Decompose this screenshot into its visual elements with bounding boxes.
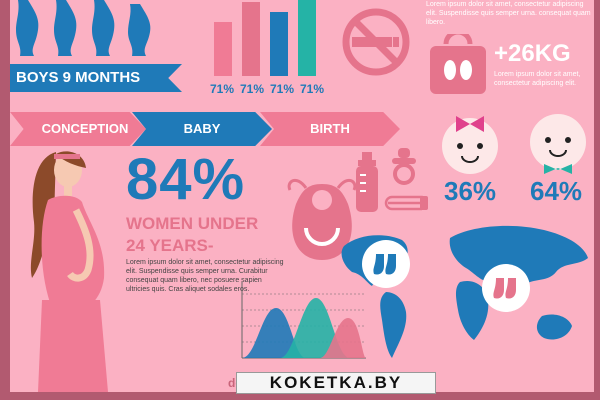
weight-text: Lorem ipsum dolor sit amet, consectetur … <box>494 71 581 87</box>
big-stat-text: Lorem ipsum dolor sit amet, consectetur … <box>126 259 284 293</box>
pregnant-woman-illustration <box>30 151 108 392</box>
baby-bottle-icon <box>356 152 378 212</box>
bar-2 <box>242 2 260 76</box>
bar-1 <box>214 22 232 76</box>
weight-bag-icon <box>430 34 486 94</box>
baby-bib-icon <box>287 178 357 260</box>
distribution-curves-graphic <box>241 282 366 359</box>
ribbon-title: BOYS 9 MONTHS <box>10 64 182 92</box>
no-smoking-icon <box>342 8 410 76</box>
weight-value: +26KG <box>494 40 571 67</box>
top-right-text: Lorem ipsum dolor sit amet, consectetur … <box>426 1 591 26</box>
world-map <box>341 225 588 358</box>
big-stat-value: 84% <box>126 147 246 212</box>
bar-label-4: 71% <box>300 82 325 96</box>
infographic-board: BOYS 9 MONTHS 71% 71% 71% 71% Lorem ipsu… <box>10 0 594 392</box>
safety-pin-icon <box>384 195 428 211</box>
stage-baby: BABY <box>132 112 272 146</box>
pink-socks-icon <box>493 278 516 299</box>
boy-percentage: 64% <box>530 176 583 206</box>
bar-3 <box>270 12 288 76</box>
girl-baby-icon <box>442 116 498 174</box>
boy-baby-icon <box>530 114 586 174</box>
bar-label-2: 71% <box>240 82 265 96</box>
bar-label-1: 71% <box>210 82 235 96</box>
girl-percentage: 36% <box>444 176 497 206</box>
bar-4 <box>298 0 316 76</box>
stage-birth: BIRTH <box>260 112 400 146</box>
big-stat-line1: WOMEN UNDER <box>126 214 259 233</box>
pregnant-silhouettes-icon <box>16 0 151 56</box>
bar-label-3: 71% <box>270 82 295 96</box>
big-stat-line2: 24 YEARS- <box>126 236 214 255</box>
pacifier-icon <box>392 148 416 185</box>
blue-socks-icon <box>373 254 396 275</box>
stage-conception: CONCEPTION <box>10 112 146 146</box>
watermark: KOKETKA.BY <box>236 372 436 394</box>
bars-graphic <box>214 0 316 76</box>
